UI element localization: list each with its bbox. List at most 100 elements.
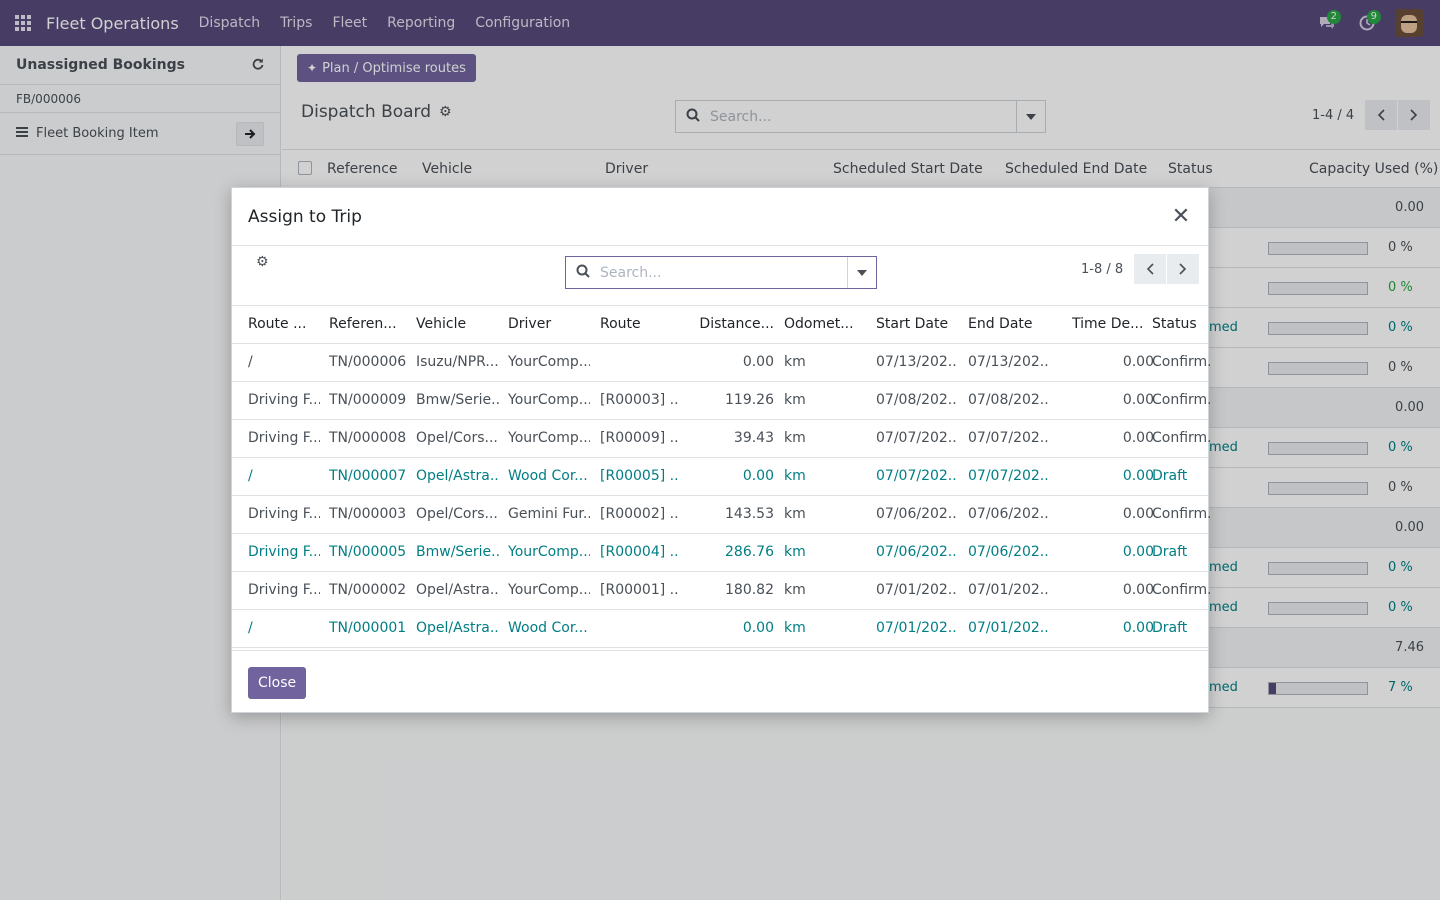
capacity-progress-bar — [1268, 442, 1368, 455]
menu-fleet[interactable]: Fleet — [332, 15, 368, 31]
capacity-progress-fill — [1269, 683, 1276, 694]
capacity-percent-cell: 0 % — [1388, 440, 1413, 455]
column-distance[interactable]: Distance... — [699, 316, 774, 332]
dialog-pager-value[interactable]: 1-8 / 8 — [1081, 261, 1124, 277]
column-reference[interactable]: Referen... — [329, 316, 397, 332]
column-driver[interactable]: Driver — [605, 160, 649, 177]
dialog-search-options-toggle[interactable] — [847, 257, 876, 288]
status-cell: Confirm... — [1152, 506, 1210, 522]
odometer-unit-cell: km — [784, 468, 806, 484]
end-date-cell: 07/06/202... — [968, 506, 1050, 522]
select-all-checkbox[interactable] — [298, 161, 312, 175]
board-pager-value[interactable]: 1-4 / 4 — [1312, 107, 1355, 123]
status-cell: Draft — [1152, 620, 1188, 636]
status-cell: Confirm... — [1152, 430, 1210, 446]
status-cell: Confirm... — [1152, 582, 1210, 598]
status-cell: med — [1209, 320, 1238, 335]
apps-menu-icon[interactable] — [0, 0, 46, 46]
close-button[interactable]: Close — [248, 667, 307, 699]
column-reference[interactable]: Reference — [327, 160, 398, 177]
app-title[interactable]: Fleet Operations — [46, 13, 179, 33]
table-row[interactable]: / TN/000007 Opel/Astra... Wood Cor... [R0000… — [232, 458, 1208, 496]
table-row[interactable]: Driving F... TN/000002 Opel/Astra... YourCo… — [232, 572, 1210, 610]
end-date-cell: 07/08/202... — [968, 392, 1050, 408]
dialog-pager-next-button[interactable] — [1167, 254, 1200, 284]
status-cell: Confirm... — [1152, 392, 1210, 408]
board-search-bar[interactable]: Search... — [675, 100, 1046, 133]
table-row[interactable]: / TN/000001 Opel/Astra... Wood Cor... 0.00 km… — [232, 610, 1208, 648]
drag-handle-icon[interactable] — [16, 126, 28, 141]
odometer-unit-cell: km — [784, 506, 806, 522]
fleet-booking-item-row[interactable]: Fleet Booking Item — [0, 113, 280, 155]
column-time-delay[interactable]: Time De... — [1072, 316, 1144, 332]
reference-cell: TN/000006 — [329, 354, 407, 370]
route-cell: [R00003] ... — [600, 392, 678, 408]
dialog-pager-previous-button[interactable] — [1134, 254, 1167, 284]
column-end-date[interactable]: End Date — [968, 316, 1033, 332]
search-icon — [576, 264, 590, 282]
start-date-cell: 07/07/202... — [876, 430, 958, 446]
reference-cell: TN/000003 — [329, 506, 407, 522]
pager-next-button[interactable] — [1398, 100, 1431, 130]
time-delay-cell: 0.00 — [1122, 544, 1154, 560]
column-capacity-used[interactable]: Capacity Used (%) — [1309, 160, 1439, 177]
close-icon[interactable]: ✕ — [1171, 203, 1191, 229]
gear-icon[interactable]: ⚙ — [439, 104, 452, 120]
reference-cell: TN/000007 — [329, 468, 407, 484]
capacity-percent-cell: 7 % — [1388, 680, 1413, 695]
reference-cell: TN/000005 — [329, 544, 407, 560]
table-row[interactable]: Driving F... TN/000008 Opel/Cors... YourCom… — [232, 420, 1210, 458]
column-driver[interactable]: Driver — [508, 316, 552, 332]
table-row[interactable]: Driving F... TN/000009 Bmw/Serie... YourCom… — [232, 382, 1210, 420]
route-number-cell: Driving F... — [248, 430, 320, 446]
end-date-cell: 07/01/202... — [968, 620, 1050, 636]
table-row[interactable]: Driving F... TN/000005 Bmw/Serie... YourCom… — [232, 534, 1208, 572]
vehicle-cell: Bmw/Serie... — [416, 544, 500, 560]
menu-dispatch[interactable]: Dispatch — [198, 15, 261, 31]
distance-cell: 143.53 — [725, 506, 774, 522]
pager-previous-button[interactable] — [1365, 100, 1398, 130]
capacity-percent-cell: 0 % — [1388, 320, 1413, 335]
activities-clock-icon[interactable]: 9 — [1347, 0, 1387, 46]
booking-reference[interactable]: FB/000006 — [0, 85, 280, 113]
search-input[interactable]: Search... — [710, 108, 772, 125]
column-route-number[interactable]: Route ... — [248, 316, 307, 332]
menu-reporting[interactable]: Reporting — [387, 15, 456, 31]
search-options-toggle[interactable] — [1016, 101, 1045, 132]
assign-to-trip-dialog: Assign to Trip ✕ ⚙ Search... 1-8 / 8 Rou… — [231, 187, 1210, 713]
chevron-right-icon — [1179, 263, 1187, 275]
messages-icon[interactable]: 2 — [1307, 0, 1347, 46]
column-vehicle[interactable]: Vehicle — [422, 160, 473, 177]
driver-cell: Gemini Fur... — [508, 506, 590, 522]
column-start-date[interactable]: Start Date — [876, 316, 949, 332]
status-cell: Confirm... — [1152, 354, 1210, 370]
column-vehicle[interactable]: Vehicle — [416, 316, 467, 332]
reference-cell: TN/000002 — [329, 582, 407, 598]
distance-cell: 286.76 — [725, 544, 774, 560]
page-title: Dispatch Board — [301, 102, 432, 122]
status-cell: med — [1209, 600, 1238, 615]
column-status[interactable]: Status — [1168, 160, 1213, 177]
search-icon — [686, 108, 700, 126]
driver-cell: Wood Cor... — [508, 468, 588, 484]
column-status[interactable]: Status — [1152, 316, 1197, 332]
gear-icon[interactable]: ⚙ — [256, 254, 269, 270]
menu-configuration[interactable]: Configuration — [475, 15, 571, 31]
column-route[interactable]: Route — [600, 316, 641, 332]
user-avatar[interactable] — [1395, 9, 1423, 37]
dialog-search-input[interactable]: Search... — [600, 264, 662, 281]
refresh-icon[interactable] — [251, 57, 264, 74]
capacity-total-cell: 0.00 — [1395, 520, 1424, 535]
plan-optimise-routes-label: Plan / Optimise routes — [322, 60, 466, 76]
table-row[interactable]: / TN/000006 Isuzu/NPR... YourComp... 0.00 km 0… — [232, 344, 1210, 382]
dialog-search-bar[interactable]: Search... — [565, 256, 877, 289]
menu-trips[interactable]: Trips — [280, 15, 313, 31]
column-odometer-unit[interactable]: Odomet... — [784, 316, 854, 332]
column-scheduled-end[interactable]: Scheduled End Date — [1005, 160, 1148, 177]
chevron-left-icon — [1378, 109, 1385, 121]
column-scheduled-start[interactable]: Scheduled Start Date — [833, 160, 983, 177]
plan-optimise-routes-button[interactable]: ✦ Plan / Optimise routes — [297, 54, 476, 82]
assign-arrow-button[interactable] — [236, 121, 264, 146]
table-row[interactable]: Driving F... TN/000003 Opel/Cors... Gemini … — [232, 496, 1210, 534]
chevron-right-icon — [1410, 109, 1418, 121]
